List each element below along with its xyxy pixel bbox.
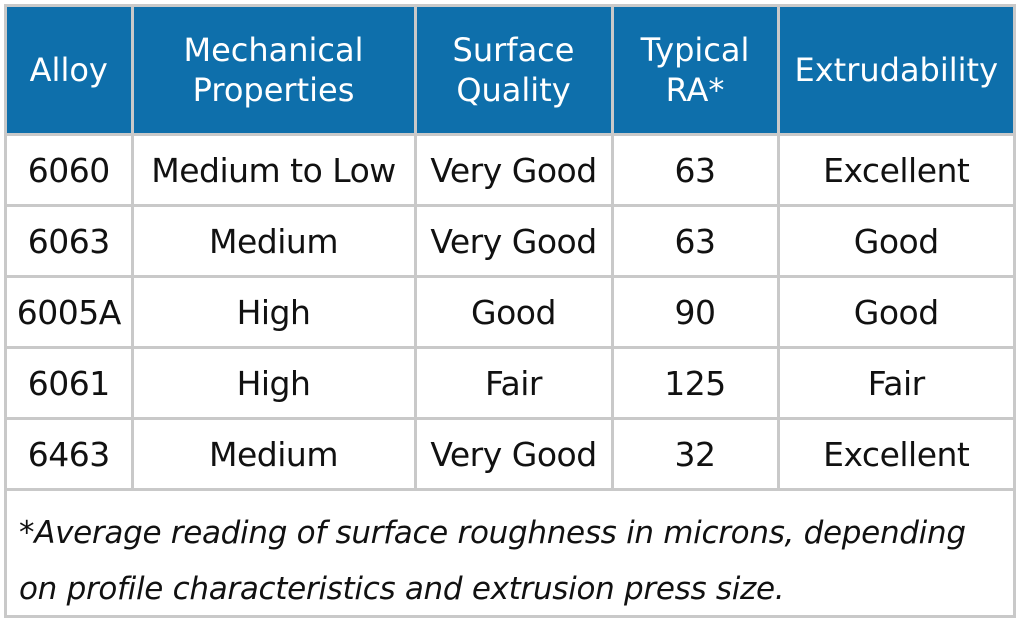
surface-quality-cell: Fair: [413, 347, 612, 420]
alloy-cell: 6061: [7, 347, 132, 420]
mechanical-properties-cell: High: [130, 276, 415, 349]
extrudability-cell: Good: [776, 276, 1013, 349]
alloy-comparison-table-container: Alloy Mechanical Properties Surface Qual…: [4, 4, 1016, 618]
typical-ra-cell: 32: [610, 418, 778, 491]
table-body: 6060 Medium to Low Very Good 63 Excellen…: [7, 134, 1013, 491]
alloy-cell: 6463: [7, 418, 132, 491]
alloy-cell: 6060: [7, 134, 132, 207]
table-row: 6060 Medium to Low Very Good 63 Excellen…: [7, 134, 1013, 207]
mechanical-properties-cell: Medium: [130, 418, 415, 491]
header-typical-ra: Typical RA*: [610, 7, 778, 136]
table-row: 6463 Medium Very Good 32 Excellent: [7, 418, 1013, 491]
alloy-cell: 6005A: [7, 276, 132, 349]
surface-quality-cell: Very Good: [413, 418, 612, 491]
typical-ra-cell: 63: [610, 205, 778, 278]
table-row: 6061 High Fair 125 Fair: [7, 347, 1013, 420]
header-mechanical-properties: Mechanical Properties: [130, 7, 415, 136]
surface-quality-cell: Very Good: [413, 205, 612, 278]
extrudability-cell: Excellent: [776, 418, 1013, 491]
extrudability-cell: Good: [776, 205, 1013, 278]
surface-quality-cell: Good: [413, 276, 612, 349]
mechanical-properties-cell: High: [130, 347, 415, 420]
header-alloy: Alloy: [7, 7, 132, 136]
header-extrudability: Extrudability: [776, 7, 1013, 136]
table-header: Alloy Mechanical Properties Surface Qual…: [7, 7, 1013, 136]
table-row: 6063 Medium Very Good 63 Good: [7, 205, 1013, 278]
extrudability-cell: Excellent: [776, 134, 1013, 207]
alloy-cell: 6063: [7, 205, 132, 278]
typical-ra-cell: 63: [610, 134, 778, 207]
surface-quality-cell: Very Good: [413, 134, 612, 207]
mechanical-properties-cell: Medium to Low: [130, 134, 415, 207]
typical-ra-cell: 90: [610, 276, 778, 349]
typical-ra-cell: 125: [610, 347, 778, 420]
alloy-comparison-table: Alloy Mechanical Properties Surface Qual…: [7, 7, 1013, 491]
table-row: 6005A High Good 90 Good: [7, 276, 1013, 349]
footnote: *Average reading of surface roughness in…: [19, 515, 966, 607]
extrudability-cell: Fair: [776, 347, 1013, 420]
header-row: Alloy Mechanical Properties Surface Qual…: [7, 7, 1013, 136]
header-surface-quality: Surface Quality: [413, 7, 612, 136]
mechanical-properties-cell: Medium: [130, 205, 415, 278]
